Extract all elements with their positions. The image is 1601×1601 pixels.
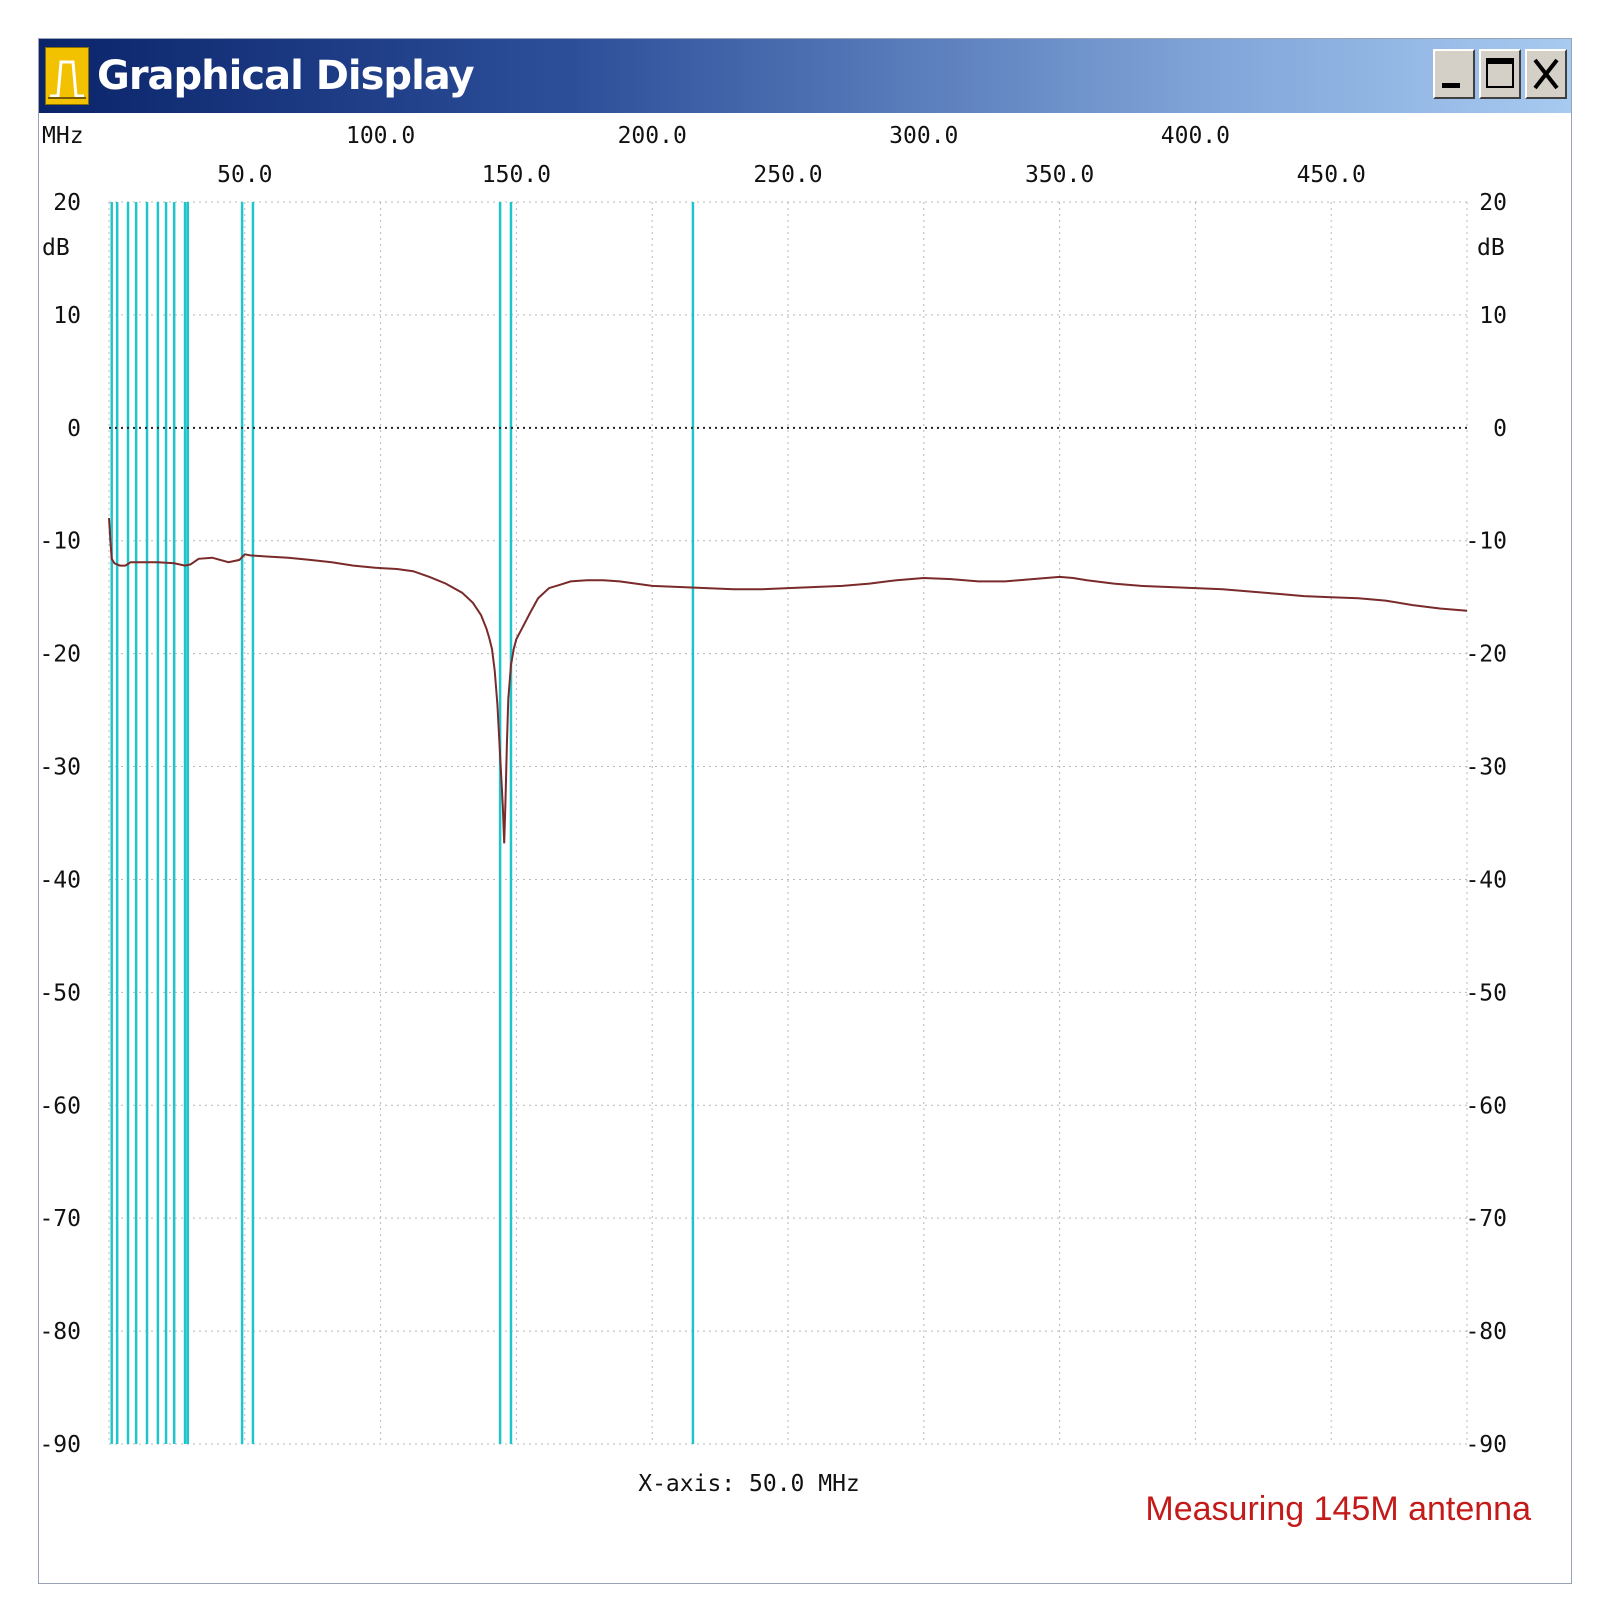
y-tick-label-left: -10 xyxy=(39,529,81,555)
x-tick-label: 50.0 xyxy=(217,162,272,188)
graphical-display-window: Graphical Display 20 20 10 10 0 0 -10 -10 -20 -20… xyxy=(38,38,1572,1584)
y-unit-label-right: dB xyxy=(1477,235,1505,261)
y-unit-label-left: dB xyxy=(42,235,70,261)
y-tick-label-right: -20 xyxy=(1465,642,1507,668)
maximize-button[interactable] xyxy=(1479,49,1521,99)
y-tick-label-right: 0 xyxy=(1493,416,1507,442)
y-tick-label-right: -60 xyxy=(1465,1093,1507,1119)
x-tick-label: 250.0 xyxy=(753,162,822,188)
x-tick-label: 450.0 xyxy=(1297,162,1366,188)
y-tick-label-left: -80 xyxy=(39,1319,81,1345)
bandpass-graph-icon xyxy=(45,47,89,105)
y-tick-label-right: -50 xyxy=(1465,980,1507,1006)
y-tick-label-right: -30 xyxy=(1465,755,1507,781)
y-tick-label-left: -50 xyxy=(39,980,81,1006)
return-loss-trace xyxy=(108,518,1468,844)
x-unit-label: MHz xyxy=(42,123,84,149)
y-tick-label-left: -90 xyxy=(39,1432,81,1458)
x-tick-label: 200.0 xyxy=(618,123,687,149)
close-button[interactable] xyxy=(1525,49,1567,99)
minimize-icon xyxy=(1442,83,1460,88)
grid xyxy=(108,201,1468,1445)
x-tick-label: 350.0 xyxy=(1025,162,1094,188)
y-tick-label-right: -80 xyxy=(1465,1319,1507,1345)
y-tick-label-right: 10 xyxy=(1479,303,1507,329)
y-tick-label-left: -40 xyxy=(39,867,81,893)
y-tick-label-right: 20 xyxy=(1479,190,1507,216)
y-tick-label-left: 10 xyxy=(53,303,81,329)
window-title: Graphical Display xyxy=(97,53,475,99)
frequency-markers xyxy=(110,202,695,1444)
y-tick-label-left: -30 xyxy=(39,755,81,781)
bandpass-graph-icon-glyph xyxy=(46,48,88,104)
title-bar[interactable]: Graphical Display xyxy=(39,39,1571,113)
y-tick-label-left: 0 xyxy=(67,416,81,442)
y-tick-label-right: -40 xyxy=(1465,867,1507,893)
x-tick-label: 400.0 xyxy=(1161,123,1230,149)
minimize-button[interactable] xyxy=(1433,49,1475,99)
x-axis-info: X-axis: 50.0 MHz xyxy=(638,1471,860,1497)
x-tick-label: 150.0 xyxy=(482,162,551,188)
axis-labels: 20 20 10 10 0 0 -10 -10 -20 -20 -30 -30 -40 -40 -50 -50… xyxy=(39,123,1507,1497)
y-tick-label-left: 20 xyxy=(53,190,81,216)
x-tick-label: 100.0 xyxy=(346,123,415,149)
y-tick-label-right: -90 xyxy=(1465,1432,1507,1458)
y-tick-label-right: -10 xyxy=(1465,529,1507,555)
maximize-icon xyxy=(1486,58,1514,88)
y-tick-label-right: -70 xyxy=(1465,1206,1507,1232)
close-icon xyxy=(1533,58,1559,90)
caption-text: Measuring 145M antenna xyxy=(1145,1490,1531,1528)
y-tick-label-left: -20 xyxy=(39,642,81,668)
y-tick-label-left: -60 xyxy=(39,1093,81,1119)
response-chart: 20 20 10 10 0 0 -10 -10 -20 -20 -30 -30 -40 -40 -50 -50… xyxy=(39,123,1507,1497)
y-tick-label-left: -70 xyxy=(39,1206,81,1232)
x-tick-label: 300.0 xyxy=(889,123,958,149)
